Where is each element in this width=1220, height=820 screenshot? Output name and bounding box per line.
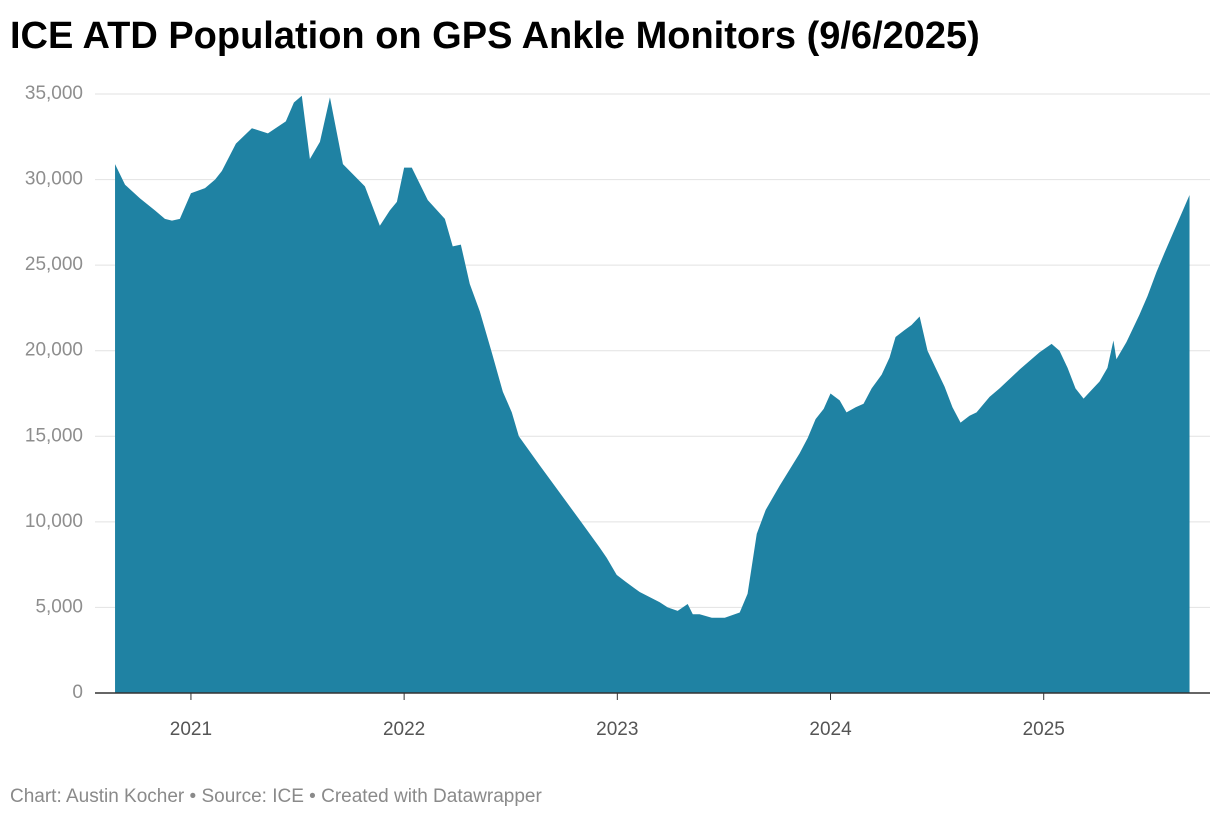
y-tick-label: 25,000 — [25, 254, 83, 275]
y-tick-label: 10,000 — [25, 511, 83, 532]
chart-title: ICE ATD Population on GPS Ankle Monitors… — [10, 15, 980, 57]
x-tick-label: 2024 — [809, 719, 852, 740]
x-tick-label: 2025 — [1023, 719, 1065, 740]
footer: Chart: Austin Kocher • Source: ICE • Cre… — [10, 786, 542, 807]
y-tick-label: 30,000 — [25, 169, 83, 190]
x-tick-label: 2023 — [596, 719, 638, 740]
x-tick-label: 2021 — [170, 719, 212, 740]
y-tick-label: 0 — [72, 682, 83, 703]
y-tick-label: 15,000 — [25, 425, 83, 446]
x-tick-label: 2022 — [383, 719, 425, 740]
y-tick-label: 5,000 — [35, 596, 83, 617]
area — [115, 95, 1190, 693]
y-tick-label: 35,000 — [25, 83, 83, 104]
y-tick-label: 20,000 — [25, 340, 83, 361]
